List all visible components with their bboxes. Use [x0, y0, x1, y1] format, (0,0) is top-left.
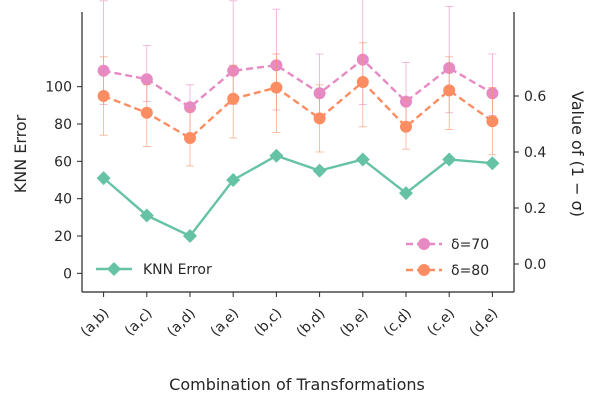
data-point — [139, 208, 154, 223]
data-point — [400, 120, 412, 133]
x-tick-label: (a,d) — [164, 306, 199, 341]
plot-layer — [96, 0, 500, 243]
series-line — [103, 80, 494, 140]
y-axis-title-right: Value of (1 − σ) — [568, 91, 587, 217]
series-knn-error — [96, 148, 500, 243]
legend-swatch-marker — [418, 264, 430, 276]
data-point — [356, 76, 369, 88]
legend-label: KNN Error — [143, 262, 212, 278]
data-point — [140, 73, 153, 86]
series-line — [103, 58, 494, 109]
legend-label: δ=70 — [451, 237, 489, 253]
axis-layer: 0 20 40 60 80 100 0.0 0.2 0.4 0.6 (a,b) (a,c) (a,d) (… — [45, 12, 546, 340]
y-tick-label-left: 0 — [63, 266, 72, 282]
x-tick-label: (b,c) — [251, 306, 285, 340]
y-tick-label-right: 0.0 — [524, 257, 546, 273]
legend-item-0: δ=70 — [406, 237, 489, 253]
series-0 — [97, 0, 499, 136]
data-point — [486, 115, 499, 128]
data-point — [312, 163, 327, 178]
legend-swatch-marker — [418, 238, 430, 250]
data-point — [183, 229, 197, 243]
data-point — [140, 106, 153, 119]
x-tick-label: (a,c) — [122, 306, 156, 340]
data-point — [442, 152, 457, 167]
y-tick-label-left: 80 — [54, 117, 72, 133]
y-tick-label-left: 60 — [54, 154, 72, 170]
legend-label: δ=80 — [451, 263, 489, 279]
data-point — [97, 90, 110, 102]
y-tick-label-left: 100 — [45, 80, 72, 96]
legend-swatch-marker — [107, 262, 121, 276]
x-tick-label: (d,e) — [467, 306, 502, 341]
data-point — [227, 92, 240, 105]
y-tick-label-right: 0.2 — [524, 201, 546, 217]
legend-item-knn-error: KNN Error — [96, 262, 212, 278]
data-point — [443, 84, 456, 97]
data-point — [313, 112, 326, 125]
x-tick-label: (b,e) — [337, 306, 372, 341]
x-tick-label: (c,d) — [381, 306, 415, 340]
data-point — [269, 148, 284, 163]
x-tick-label: (a,e) — [208, 306, 242, 340]
series-line — [102, 154, 493, 238]
x-tick-label: (b,d) — [294, 306, 329, 341]
data-point — [96, 171, 111, 186]
data-point — [355, 152, 370, 167]
data-point — [399, 186, 413, 201]
legend-layer: KNN Error δ=70 δ=80 — [96, 237, 489, 279]
y-axis-title-left: KNN Error — [11, 114, 30, 193]
data-point — [184, 132, 196, 144]
series-1 — [97, 42, 499, 167]
legend-item-1: δ=80 — [406, 263, 489, 279]
y-tick-label-left: 20 — [54, 229, 72, 245]
y-tick-label-left: 40 — [54, 192, 72, 208]
x-tick-label: (a,b) — [78, 306, 113, 341]
y-tick-label-right: 0.6 — [524, 89, 546, 105]
data-point — [485, 156, 500, 171]
data-point — [226, 173, 241, 187]
x-axis-title: Combination of Transformations — [169, 375, 425, 394]
y-tick-label-right: 0.4 — [524, 145, 546, 161]
data-point — [270, 81, 283, 94]
x-tick-label: (c,e) — [424, 306, 458, 340]
